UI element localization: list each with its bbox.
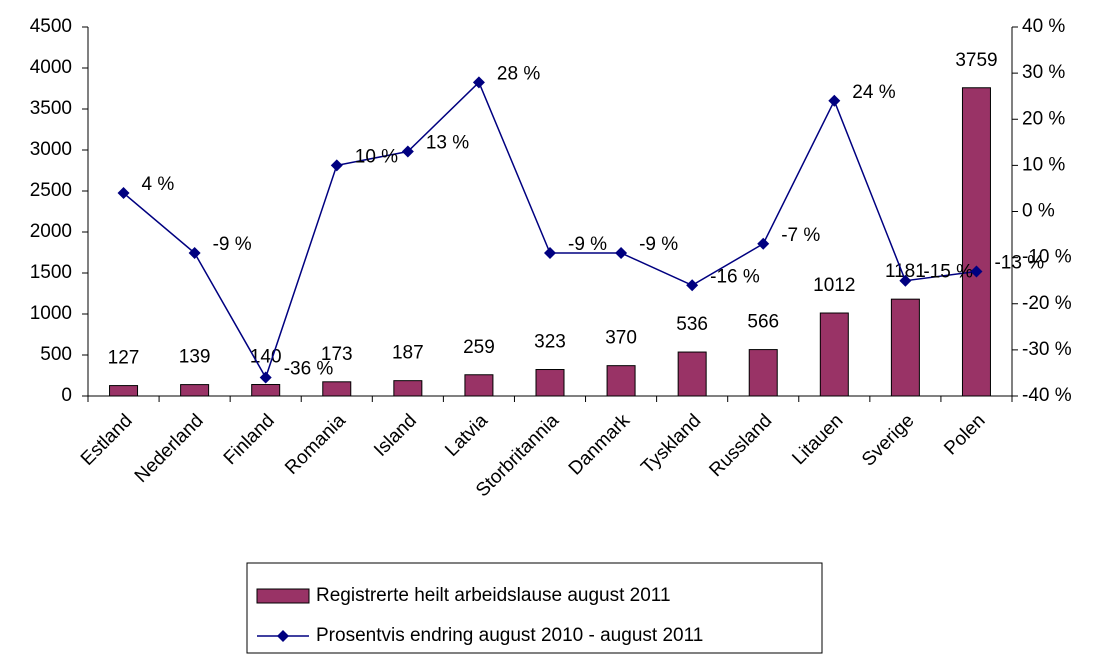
y-tick-label: 4000 (30, 57, 72, 78)
bar-value-label: 370 (605, 328, 637, 349)
bar-value-label: 259 (463, 337, 495, 358)
line-value-label: -9 % (213, 234, 252, 255)
line-marker (117, 187, 130, 200)
line-marker (472, 76, 485, 89)
y2-tick-label: -40 % (1022, 385, 1072, 406)
bar-value-label: 1181 (885, 261, 926, 282)
line-marker (899, 274, 912, 287)
line-value-label: -16 % (710, 266, 760, 287)
bar (606, 365, 636, 397)
line-value-label: -9 % (568, 234, 607, 255)
line-value-label: -36 % (284, 359, 334, 380)
y2-tick-label: 0 % (1022, 201, 1055, 222)
legend-label: Prosentvis endring august 2010 - august … (316, 625, 703, 646)
y-tick-label: 3000 (30, 139, 72, 160)
bar-value-label: 3759 (955, 50, 997, 71)
x-tick-label: Sverige (858, 410, 918, 470)
x-tick-label: Danmark (565, 410, 635, 480)
bar (677, 351, 707, 397)
y2-tick-label: 40 % (1022, 16, 1065, 37)
x-tick-label: Latvia (441, 410, 492, 461)
x-tick-label: Nederland (131, 410, 208, 487)
bar-value-label: 566 (747, 312, 779, 333)
x-tick-label: Polen (940, 410, 989, 459)
y-tick-label: 3500 (30, 98, 72, 119)
legend-box (246, 562, 823, 654)
bar-value-label: 1012 (813, 275, 855, 296)
line-marker (401, 145, 414, 158)
y-tick-label: 2000 (30, 221, 72, 242)
bar-value-label: 187 (392, 343, 424, 364)
line-value-label: 28 % (497, 63, 540, 84)
y2-tick-label: 10 % (1022, 154, 1065, 175)
bar-value-label: 536 (676, 314, 708, 335)
line-value-label: 13 % (426, 133, 469, 154)
line-value-label: 10 % (355, 146, 398, 167)
bar (890, 298, 920, 397)
line-marker (970, 265, 983, 278)
bar (748, 349, 778, 397)
y2-tick-label: 20 % (1022, 108, 1065, 129)
bar (535, 369, 565, 397)
y-tick-label: 2500 (30, 180, 72, 201)
line-marker (686, 279, 699, 292)
x-tick-label: Russland (705, 410, 776, 481)
bar (180, 384, 210, 397)
line-value-label: 4 % (142, 174, 175, 195)
y-tick-label: 1000 (30, 303, 72, 324)
y2-tick-label: 30 % (1022, 62, 1065, 83)
legend-swatch (256, 588, 310, 604)
y-tick-label: 1500 (30, 262, 72, 283)
line-value-label: -15 % (923, 262, 973, 283)
bar (961, 87, 991, 397)
line-marker (828, 94, 841, 107)
line-value-label: 24 % (852, 82, 895, 103)
bar (251, 384, 281, 397)
line-value-label: -7 % (781, 225, 820, 246)
y2-tick-label: -30 % (1022, 339, 1072, 360)
x-tick-label: Estland (77, 410, 137, 470)
line-marker (544, 247, 556, 260)
x-tick-label: Romania (281, 410, 350, 479)
y-tick-label: 500 (40, 344, 72, 365)
y2-tick-label: -20 % (1022, 293, 1072, 314)
line-marker (615, 247, 628, 260)
bar (819, 312, 849, 397)
line-value-label: -9 % (639, 234, 678, 255)
y-tick-label: 0 (61, 385, 72, 406)
line-marker (188, 247, 201, 260)
line-value-label: -13 % (994, 252, 1044, 273)
line-marker (757, 237, 770, 250)
x-tick-label: Litauen (788, 410, 847, 469)
x-tick-label: Finland (220, 410, 279, 469)
bar (393, 380, 423, 397)
y-tick-label: 4500 (30, 16, 72, 37)
y2-tick-label: -10 % (1022, 247, 1072, 268)
legend-marker (277, 630, 289, 642)
line-marker (330, 159, 343, 172)
legend-label: Registrerte heilt arbeidslause august 20… (316, 585, 671, 606)
bar-value-label: 127 (108, 348, 140, 369)
bar (464, 374, 494, 397)
x-tick-label: Tyskland (637, 410, 705, 478)
bar (322, 381, 352, 397)
bar-value-label: 173 (321, 344, 353, 365)
bar-value-label: 323 (534, 332, 566, 353)
bar (109, 385, 139, 397)
x-tick-label: Island (370, 410, 421, 461)
line-marker (259, 371, 272, 384)
bar-value-label: 139 (179, 347, 211, 368)
